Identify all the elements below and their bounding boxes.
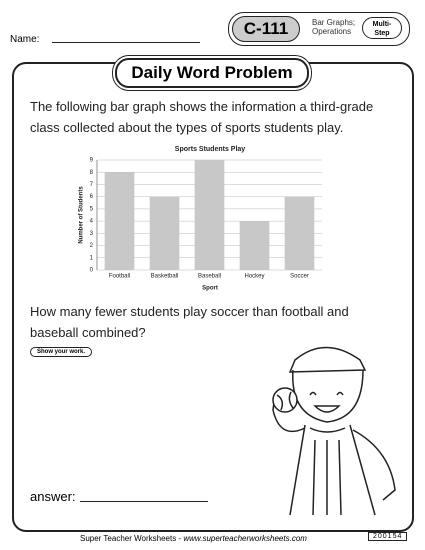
boy-illustration <box>272 346 396 516</box>
x-tick-label: Hockey <box>244 274 264 280</box>
question: How many fewer students play soccer than… <box>30 304 349 340</box>
level-line: Step <box>374 30 390 37</box>
title: Daily Word Problem <box>115 58 309 88</box>
code: C-111 <box>232 16 300 42</box>
bar <box>104 172 135 270</box>
x-tick-label: Baseball <box>198 274 221 280</box>
footer: Super Teacher Worksheets - www.superteac… <box>80 534 307 543</box>
answer-label: answer: <box>30 489 76 504</box>
level-line: Multi- <box>372 21 392 28</box>
y-tick-label: 8 <box>90 170 94 176</box>
x-tick-label: Soccer <box>290 274 309 280</box>
x-tick-label: Football <box>109 274 130 280</box>
badge-box <box>228 12 410 46</box>
y-tick-label: 9 <box>90 158 94 164</box>
answer-line <box>80 501 208 502</box>
y-tick-label: 4 <box>90 219 94 225</box>
y-tick-label: 3 <box>90 231 94 237</box>
bar <box>194 160 225 270</box>
y-tick-label: 0 <box>90 268 94 274</box>
bar <box>239 221 270 270</box>
show-work: Show your work. <box>30 347 93 357</box>
chart-title: Sports Students Play <box>175 146 246 153</box>
x-tick-label: Basketball <box>151 274 179 280</box>
y-tick-label: 7 <box>90 182 94 188</box>
y-tick-label: 6 <box>90 194 94 200</box>
y-tick-label: 1 <box>90 255 94 261</box>
topic-line: Bar Graphs; <box>312 18 356 27</box>
x-axis-label: Sport <box>202 286 218 292</box>
y-tick-label: 2 <box>90 243 94 249</box>
topic-line: Operations <box>312 27 352 36</box>
topic: Bar Graphs; Operations <box>312 18 355 36</box>
intro: The following bar graph shows the inform… <box>30 99 374 135</box>
name-label: Name: <box>10 34 40 45</box>
bar <box>149 196 180 270</box>
y-axis-label: Number of Students <box>79 186 85 244</box>
footer-url: www.superteacherworksheets.com <box>183 534 307 543</box>
footer-site: Super Teacher Worksheets - <box>80 534 182 543</box>
name-line <box>52 42 200 43</box>
footer-id: 200154 <box>368 532 408 541</box>
y-tick-label: 5 <box>90 206 94 212</box>
bar <box>284 196 315 270</box>
chart: Sports Students Play Sport Number of Stu… <box>79 146 322 292</box>
level: Multi- Step <box>362 17 402 39</box>
